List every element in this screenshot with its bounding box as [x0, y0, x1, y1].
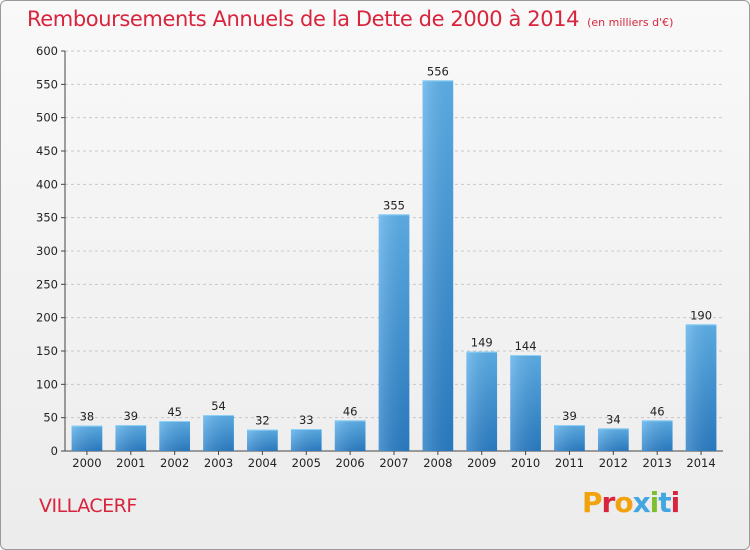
y-tick-label: 150	[36, 344, 58, 358]
y-tick-label: 550	[36, 77, 58, 91]
y-tick-label: 0	[51, 444, 58, 458]
x-tick-label: 2006	[335, 456, 364, 470]
labels: 0 50 100 150 200 250 300 350 400 450 500 550 600 38 20…	[36, 44, 716, 470]
bar-value-label: 46	[343, 404, 358, 418]
bar-value-label: 45	[167, 405, 182, 419]
bar-value-label: 556	[427, 64, 449, 78]
x-tick-label: 2014	[686, 456, 715, 470]
bars	[71, 80, 717, 451]
bar-shade	[466, 351, 498, 451]
bar-shade	[510, 355, 541, 451]
logo-letter: x	[632, 486, 651, 519]
gridlines	[65, 50, 723, 419]
logo-letter: r	[601, 486, 616, 519]
bar-value-label: 33	[299, 413, 314, 427]
bar-shade	[115, 425, 147, 451]
y-tick-label: 50	[43, 411, 58, 425]
x-tick-label: 2013	[643, 456, 672, 470]
bar-value-label: 190	[690, 308, 712, 322]
bar-value-label: 32	[255, 414, 270, 428]
bar-value-label: 355	[383, 198, 405, 212]
proxiti-logo: Proxiti	[582, 486, 681, 519]
y-tick-label: 600	[36, 44, 58, 58]
x-tick-label: 2008	[423, 456, 452, 470]
x-tick-label: 2003	[204, 456, 233, 470]
y-tick-label: 500	[36, 111, 58, 125]
logo-letter: t	[658, 486, 671, 519]
bar-shade	[554, 425, 585, 451]
y-tick-label: 350	[36, 211, 58, 225]
x-tick-label: 2001	[116, 456, 145, 470]
bar-shade	[247, 429, 278, 451]
x-tick-label: 2012	[599, 456, 628, 470]
y-tick-label: 400	[36, 177, 58, 191]
logo-letter: i	[670, 486, 681, 519]
bar-shade	[159, 421, 191, 451]
bar-shade	[290, 429, 322, 451]
town-name: VILLACERF	[39, 495, 137, 517]
bar-value-label: 39	[123, 409, 138, 423]
bar-value-label: 46	[650, 404, 665, 418]
x-tick-label: 2005	[292, 456, 321, 470]
bar-value-label: 54	[211, 399, 226, 413]
bar-shade	[597, 428, 629, 451]
x-tick-label: 2000	[72, 456, 101, 470]
bar-shade	[685, 324, 717, 451]
bar-shade	[71, 425, 103, 451]
x-tick-label: 2007	[379, 456, 408, 470]
bar-value-label: 144	[515, 339, 537, 353]
y-tick-label: 300	[36, 244, 58, 258]
chart-title-text: Remboursements Annuels de la Dette de 20…	[27, 7, 580, 31]
bar-shade	[641, 420, 673, 451]
x-tick-label: 2010	[511, 456, 540, 470]
y-tick-label: 100	[36, 377, 58, 391]
bar-value-label: 149	[471, 336, 493, 350]
bar-value-label: 34	[606, 412, 621, 426]
y-tick-label: 250	[36, 277, 58, 291]
bar-shade	[203, 415, 234, 451]
bar-shade	[378, 214, 410, 451]
bar-shade	[334, 420, 366, 451]
bar-shade	[422, 80, 454, 451]
chart-subtitle: (en milliers d'€)	[587, 16, 674, 29]
bar-value-label: 38	[80, 410, 95, 424]
logo-letter: P	[582, 486, 603, 519]
x-tick-label: 2004	[248, 456, 277, 470]
x-tick-label: 2002	[160, 456, 189, 470]
bar-value-label: 39	[562, 409, 577, 423]
x-tick-label: 2009	[467, 456, 496, 470]
y-tick-label: 450	[36, 144, 58, 158]
y-tick-label: 200	[36, 311, 58, 325]
x-tick-label: 2011	[555, 456, 584, 470]
logo-letter: o	[614, 486, 633, 519]
logo-letter: i	[649, 486, 660, 519]
chart-title: Remboursements Annuels de la Dette de 20…	[27, 7, 673, 31]
